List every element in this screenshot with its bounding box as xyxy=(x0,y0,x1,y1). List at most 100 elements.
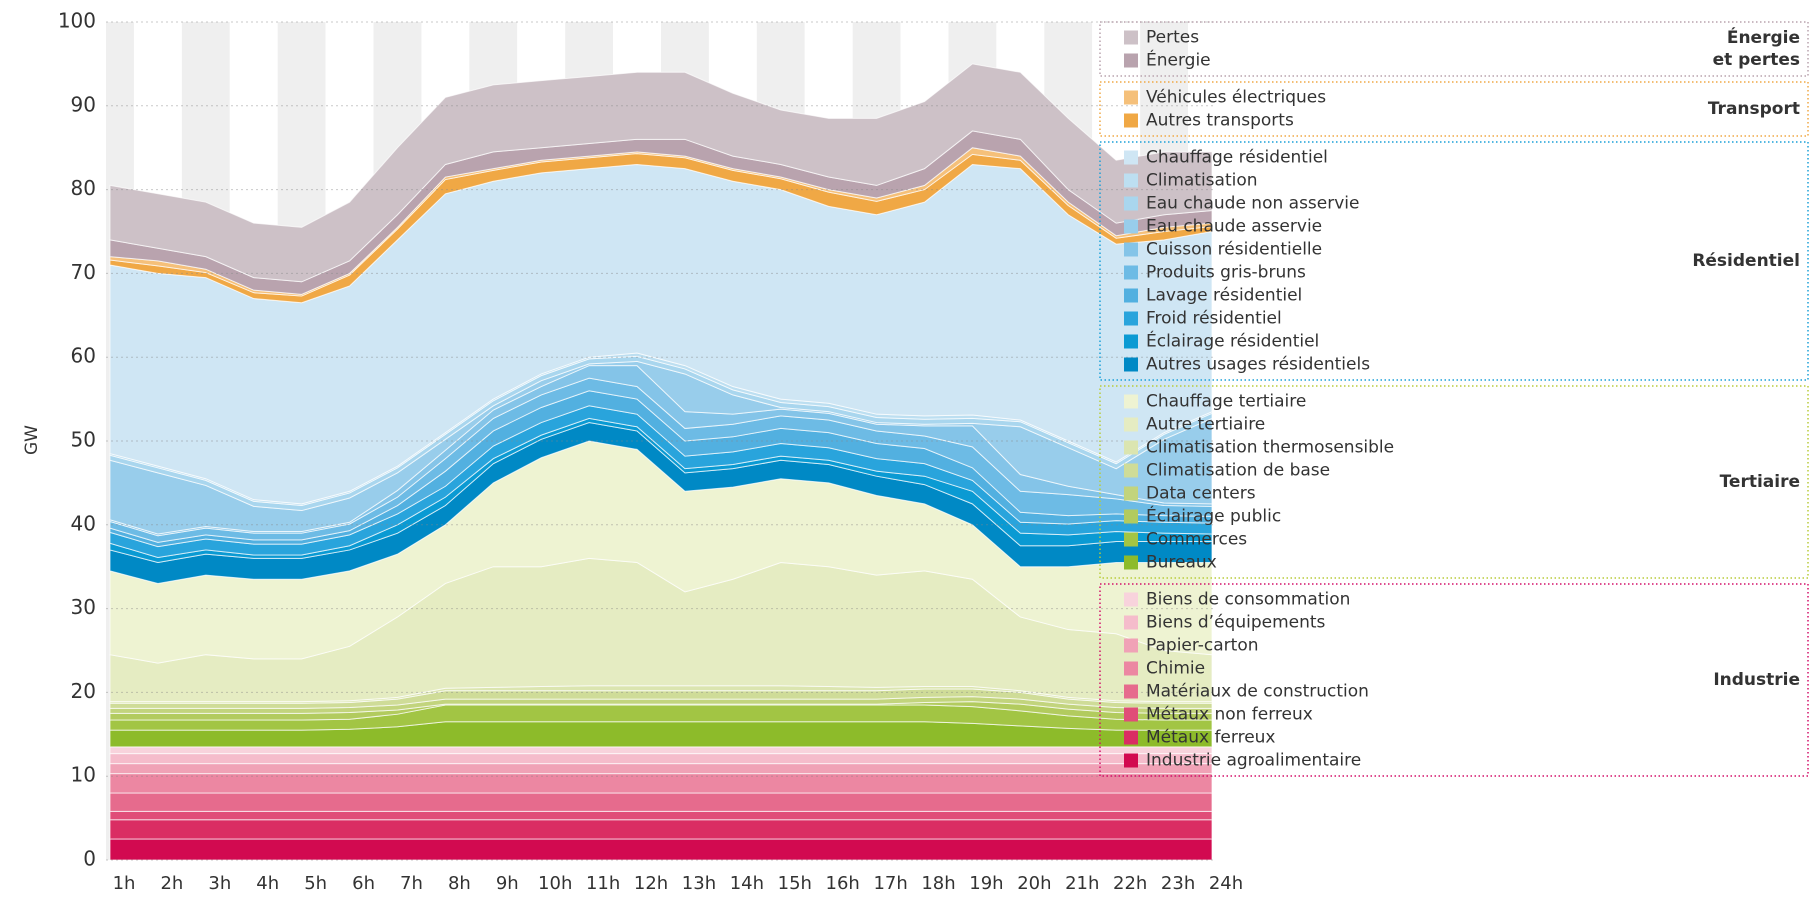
legend-swatch xyxy=(1124,730,1138,745)
x-tick-label: 22h xyxy=(1113,873,1147,894)
legend-label: Chauffage tertiaire xyxy=(1146,392,1306,412)
y-axis-label: GW xyxy=(22,425,42,455)
x-tick-label: 19h xyxy=(969,873,1003,894)
legend-group-label: et pertes xyxy=(1713,50,1800,70)
area xyxy=(109,792,1213,812)
legend-label: Biens d’équipements xyxy=(1146,613,1326,633)
legend-swatch xyxy=(1124,509,1138,524)
x-tick-label: 21h xyxy=(1065,873,1099,894)
legend-swatch xyxy=(1124,265,1138,280)
legend-swatch xyxy=(1124,394,1138,409)
x-tick-label: 1h xyxy=(113,873,136,894)
legend-label: Commerces xyxy=(1146,530,1247,550)
legend-label: Chimie xyxy=(1146,659,1205,679)
y-tick-label: 90 xyxy=(71,92,96,116)
legend-swatch xyxy=(1124,196,1138,211)
legend-group-box xyxy=(1099,81,1809,137)
legend-label: Data centers xyxy=(1146,484,1256,504)
legend-swatch xyxy=(1124,242,1138,257)
legend-label: Lavage résidentiel xyxy=(1146,286,1302,306)
legend-swatch xyxy=(1124,463,1138,478)
x-tick-label: 7h xyxy=(400,873,423,894)
legend-swatch xyxy=(1124,334,1138,349)
legend-swatch xyxy=(1124,684,1138,699)
legend-label: Froid résidentiel xyxy=(1146,309,1282,329)
legend-label: Autres transports xyxy=(1146,111,1294,131)
legend-swatch xyxy=(1124,638,1138,653)
legend-group-label: Énergie xyxy=(1727,26,1800,48)
legend-label: Eau chaude non asservie xyxy=(1146,194,1359,214)
legend-swatch xyxy=(1124,440,1138,455)
legend-group-label: Transport xyxy=(1708,99,1800,119)
x-tick-label: 15h xyxy=(778,873,812,894)
legend-label: Climatisation thermosensible xyxy=(1146,438,1394,458)
legend-swatch xyxy=(1124,417,1138,432)
x-tick-label: 18h xyxy=(921,873,955,894)
y-tick-label: 70 xyxy=(71,260,96,284)
legend-swatch xyxy=(1124,592,1138,607)
area xyxy=(109,810,1213,821)
legend-swatch xyxy=(1124,219,1138,234)
x-tick-label: 3h xyxy=(208,873,231,894)
legend-swatch xyxy=(1124,532,1138,547)
legend-label: Chauffage résidentiel xyxy=(1146,148,1328,168)
legend-swatch xyxy=(1124,486,1138,501)
legend-swatch xyxy=(1124,90,1138,105)
legend-label: Éclairage résidentiel xyxy=(1146,330,1319,352)
legend-swatch xyxy=(1124,173,1138,188)
legend-label: Biens de consommation xyxy=(1146,590,1350,610)
legend-group-box xyxy=(1099,21,1809,77)
legend-swatch xyxy=(1124,615,1138,630)
x-tick-label: 9h xyxy=(496,873,519,894)
legend-group-label: Résidentiel xyxy=(1692,251,1800,271)
legend-swatch xyxy=(1124,113,1138,128)
x-tick-label: 24h xyxy=(1209,873,1243,894)
legend-label: Produits gris-bruns xyxy=(1146,263,1306,283)
x-tick-label: 2h xyxy=(160,873,183,894)
legend-label: Autres usages résidentiels xyxy=(1146,355,1370,375)
legend-label: Climatisation de base xyxy=(1146,461,1330,481)
y-tick-label: 10 xyxy=(71,763,96,787)
legend-swatch xyxy=(1124,661,1138,676)
x-tick-label: 12h xyxy=(634,873,668,894)
legend-swatch xyxy=(1124,753,1138,768)
x-tick-label: 23h xyxy=(1161,873,1195,894)
legend-label: Climatisation xyxy=(1146,171,1258,191)
x-tick-label: 6h xyxy=(352,873,375,894)
legend-group-box xyxy=(1099,141,1809,381)
area xyxy=(109,746,1213,755)
legend-swatch xyxy=(1124,311,1138,326)
y-tick-label: 100 xyxy=(58,9,96,33)
area xyxy=(109,63,1213,283)
area xyxy=(109,819,1213,840)
y-tick-label: 60 xyxy=(71,344,96,368)
x-tick-label: 4h xyxy=(256,873,279,894)
x-tick-label: 14h xyxy=(730,873,764,894)
y-tick-label: 0 xyxy=(83,847,96,871)
legend-label: Industrie agroalimentaire xyxy=(1146,751,1361,771)
legend-group-label: Industrie xyxy=(1713,670,1800,690)
legend-label: Papier-carton xyxy=(1146,636,1259,656)
x-tick-label: 16h xyxy=(826,873,860,894)
legend-group-box xyxy=(1099,385,1809,579)
legend-label: Pertes xyxy=(1146,28,1199,48)
area xyxy=(109,838,1213,861)
x-tick-label: 11h xyxy=(586,873,620,894)
legend-group-box xyxy=(1099,583,1809,777)
legend-group-label: Tertiaire xyxy=(1720,472,1800,492)
legend-swatch xyxy=(1124,150,1138,165)
legend-label: Bureaux xyxy=(1146,553,1217,573)
area xyxy=(109,763,1213,775)
legend-label: Éclairage public xyxy=(1146,505,1281,527)
x-tick-label: 10h xyxy=(538,873,572,894)
y-tick-label: 20 xyxy=(71,679,96,703)
legend-label: Énergie xyxy=(1146,49,1211,71)
legend-label: Métaux non ferreux xyxy=(1146,705,1313,725)
x-tick-label: 17h xyxy=(873,873,907,894)
legend-label: Métaux ferreux xyxy=(1146,728,1276,748)
x-tick-label: 20h xyxy=(1017,873,1051,894)
legend-label: Matériaux de construction xyxy=(1146,682,1369,702)
area xyxy=(109,753,1213,765)
x-tick-label: 5h xyxy=(304,873,327,894)
